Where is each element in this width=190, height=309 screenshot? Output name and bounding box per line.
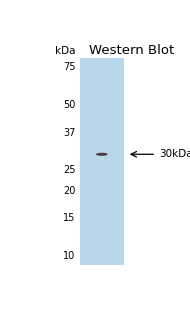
- Text: 75: 75: [63, 62, 75, 72]
- Bar: [80, 58, 124, 265]
- Text: 15: 15: [63, 213, 75, 223]
- Text: 25: 25: [63, 165, 75, 175]
- Text: 50: 50: [63, 100, 75, 110]
- Text: Western Blot: Western Blot: [89, 44, 174, 57]
- Text: kDa: kDa: [55, 46, 75, 56]
- Ellipse shape: [96, 153, 108, 156]
- Text: 10: 10: [63, 251, 75, 260]
- Text: 30kDa: 30kDa: [159, 149, 190, 159]
- Text: 37: 37: [63, 128, 75, 138]
- Text: 20: 20: [63, 186, 75, 196]
